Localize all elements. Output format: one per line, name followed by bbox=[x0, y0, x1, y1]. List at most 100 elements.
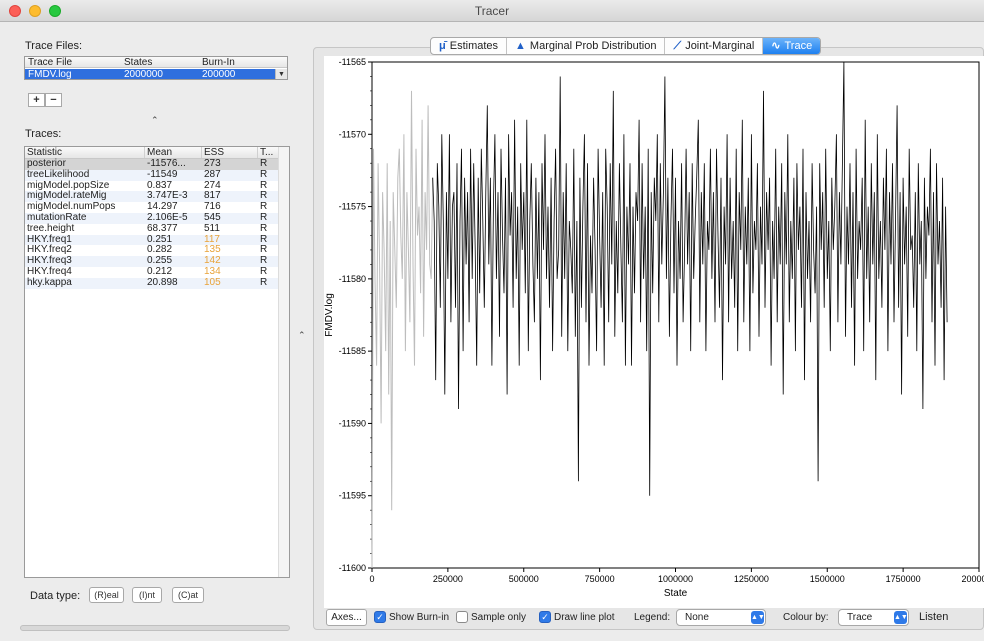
traces-label: Traces: bbox=[25, 128, 62, 140]
data-type-cat-button[interactable]: (C)at bbox=[172, 587, 204, 603]
table-row[interactable]: migModel.rateMig 3.747E-3 817 R bbox=[25, 190, 279, 203]
table-row[interactable]: hky.kappa 20.898 105 R bbox=[25, 276, 279, 289]
trace-file-row[interactable]: FMDV.log 2000000 200000 bbox=[25, 69, 287, 80]
traces-table[interactable]: Statistic Mean ESS T... posterior -11576.… bbox=[24, 146, 290, 578]
column-header-mean[interactable]: Mean bbox=[145, 147, 202, 158]
window-title: Tracer bbox=[474, 4, 510, 18]
type-cell: R bbox=[260, 168, 268, 180]
legend-select[interactable]: None ▲▼ bbox=[676, 609, 766, 626]
trace-files-label: Trace Files: bbox=[25, 40, 83, 52]
type-cell: R bbox=[260, 211, 268, 223]
trace-file-burnin[interactable]: 200000 bbox=[202, 69, 236, 80]
mean-cell: 0.251 bbox=[147, 233, 173, 245]
legend-select-value: None bbox=[685, 612, 709, 623]
mean-cell: 68.377 bbox=[147, 222, 178, 234]
sample-only-label: Sample only bbox=[471, 612, 527, 623]
trace-files-scroll-icon[interactable]: ▼ bbox=[275, 69, 287, 79]
table-row[interactable]: migModel.numPops 14.297 716 R bbox=[25, 201, 279, 213]
sample-only-checkbox[interactable] bbox=[456, 611, 468, 623]
remove-trace-file-button[interactable]: − bbox=[45, 93, 62, 107]
type-cell: R bbox=[260, 265, 268, 277]
y-tick-label: -11600 bbox=[339, 563, 366, 573]
close-window-button[interactable] bbox=[9, 5, 21, 17]
table-row[interactable]: tree.height 68.377 511 R bbox=[25, 222, 279, 235]
table-row[interactable]: treeLikelihood -11549 287 R bbox=[25, 168, 279, 181]
mean-cell: 14.297 bbox=[147, 201, 178, 213]
tab-trace-label: Trace bbox=[784, 40, 813, 52]
show-burnin-checkbox[interactable]: ✓ bbox=[374, 611, 386, 623]
x-tick-label: 250000 bbox=[433, 574, 463, 584]
y-axis-label: FMDV.log bbox=[324, 293, 335, 337]
ess-cell: 134 bbox=[204, 265, 221, 277]
column-header-ess[interactable]: ESS bbox=[202, 147, 258, 158]
trace-files-table[interactable]: Trace File States Burn-In FMDV.log 20000… bbox=[24, 56, 288, 80]
tab-trace[interactable]: ∿ Trace bbox=[763, 38, 821, 54]
select-arrows-icon: ▲▼ bbox=[894, 611, 908, 624]
draw-line-plot-label: Draw line plot bbox=[554, 612, 615, 623]
type-cell: R bbox=[260, 233, 268, 245]
axes-button[interactable]: Axes... bbox=[326, 609, 367, 626]
add-trace-file-button[interactable]: + bbox=[28, 93, 45, 107]
listen-label[interactable]: Listen bbox=[919, 611, 949, 623]
table-row[interactable]: mutationRate 2.106E-5 545 R bbox=[25, 211, 279, 224]
table-row[interactable]: HKY.freq3 0.255 142 R bbox=[25, 255, 279, 267]
type-cell: R bbox=[260, 244, 268, 256]
tab-marginal-prob-distribution[interactable]: ▲ Marginal Prob Distribution bbox=[507, 38, 666, 54]
x-tick-label: 1500000 bbox=[810, 574, 845, 584]
mean-cell: 3.747E-3 bbox=[147, 190, 188, 202]
statistic-cell: treeLikelihood bbox=[27, 168, 90, 180]
ess-cell: 105 bbox=[204, 276, 221, 288]
tab-estimates[interactable]: μ̄ Estimates bbox=[431, 38, 508, 54]
table-row[interactable]: HKY.freq1 0.251 117 R bbox=[25, 233, 279, 246]
data-type-real-button[interactable]: (R)eal bbox=[89, 587, 124, 603]
statistic-cell: tree.height bbox=[27, 222, 75, 234]
split-pane-divider-icon[interactable]: ⌃ bbox=[298, 330, 306, 340]
trace-plot-svg: -11565 -11570 -11575 -11580 -11585 -11590 -115… bbox=[324, 57, 984, 599]
ess-cell: 273 bbox=[204, 158, 221, 169]
show-burnin-label: Show Burn-in bbox=[389, 612, 450, 623]
colour-by-select[interactable]: Trace ▲▼ bbox=[838, 609, 909, 626]
mu-icon: μ̄ bbox=[439, 40, 446, 52]
burnin-trace-line bbox=[371, 90, 434, 569]
statistic-cell: HKY.freq1 bbox=[27, 233, 72, 245]
zoom-window-button[interactable] bbox=[49, 5, 61, 17]
table-row[interactable]: migModel.popSize 0.837 274 R bbox=[25, 179, 279, 192]
trace-file-name: FMDV.log bbox=[28, 69, 72, 80]
y-tick-label: -11565 bbox=[339, 57, 366, 67]
ess-cell: 287 bbox=[204, 168, 221, 180]
ess-cell: 135 bbox=[204, 244, 221, 256]
ess-cell: 142 bbox=[204, 255, 221, 267]
view-tabs: μ̄ Estimates ▲ Marginal Prob Distributio… bbox=[430, 37, 822, 55]
traces-scrollbar[interactable] bbox=[278, 147, 289, 577]
trace-icon: ∿ bbox=[771, 40, 781, 52]
joint-marginal-icon: ⟋ bbox=[673, 40, 682, 52]
table-row[interactable]: HKY.freq4 0.212 134 R bbox=[25, 265, 279, 278]
data-type-int-button[interactable]: (I)nt bbox=[132, 587, 162, 603]
colour-by-select-value: Trace bbox=[847, 612, 873, 623]
column-header-statistic[interactable]: Statistic bbox=[25, 147, 145, 158]
draw-line-plot-checkbox[interactable]: ✓ bbox=[539, 611, 551, 623]
select-arrows-icon: ▲▼ bbox=[751, 611, 765, 624]
column-header-trace-file[interactable]: Trace File bbox=[28, 57, 73, 68]
column-header-burn-in[interactable]: Burn-In bbox=[202, 57, 235, 68]
y-tick-label: -11585 bbox=[339, 346, 366, 356]
column-header-type[interactable]: T... bbox=[260, 147, 274, 158]
tab-joint-marginal[interactable]: ⟋ Joint-Marginal bbox=[665, 38, 764, 54]
traces-header: Statistic Mean ESS T... bbox=[25, 147, 279, 159]
statistic-cell: HKY.freq3 bbox=[27, 255, 72, 267]
mean-cell: -11576... bbox=[147, 158, 186, 169]
ess-cell: 817 bbox=[204, 190, 221, 202]
table-row[interactable]: HKY.freq2 0.282 135 R bbox=[25, 245, 279, 256]
ess-cell: 274 bbox=[204, 179, 221, 191]
statistic-cell: migModel.rateMig bbox=[27, 190, 107, 202]
mean-cell: 0.282 bbox=[147, 244, 173, 256]
column-header-states[interactable]: States bbox=[124, 57, 153, 68]
table-row[interactable]: posterior -11576... 273 R bbox=[25, 158, 279, 170]
split-pane-caret-icon[interactable]: ⌃ bbox=[151, 115, 159, 125]
type-cell: R bbox=[260, 190, 268, 202]
x-tick-label: 500000 bbox=[509, 574, 539, 584]
type-cell: R bbox=[260, 276, 268, 288]
trace-plot[interactable]: -11565 -11570 -11575 -11580 -11585 -11590 -115… bbox=[324, 56, 984, 608]
minimize-window-button[interactable] bbox=[29, 5, 41, 17]
horizontal-scrollbar[interactable] bbox=[20, 625, 290, 631]
